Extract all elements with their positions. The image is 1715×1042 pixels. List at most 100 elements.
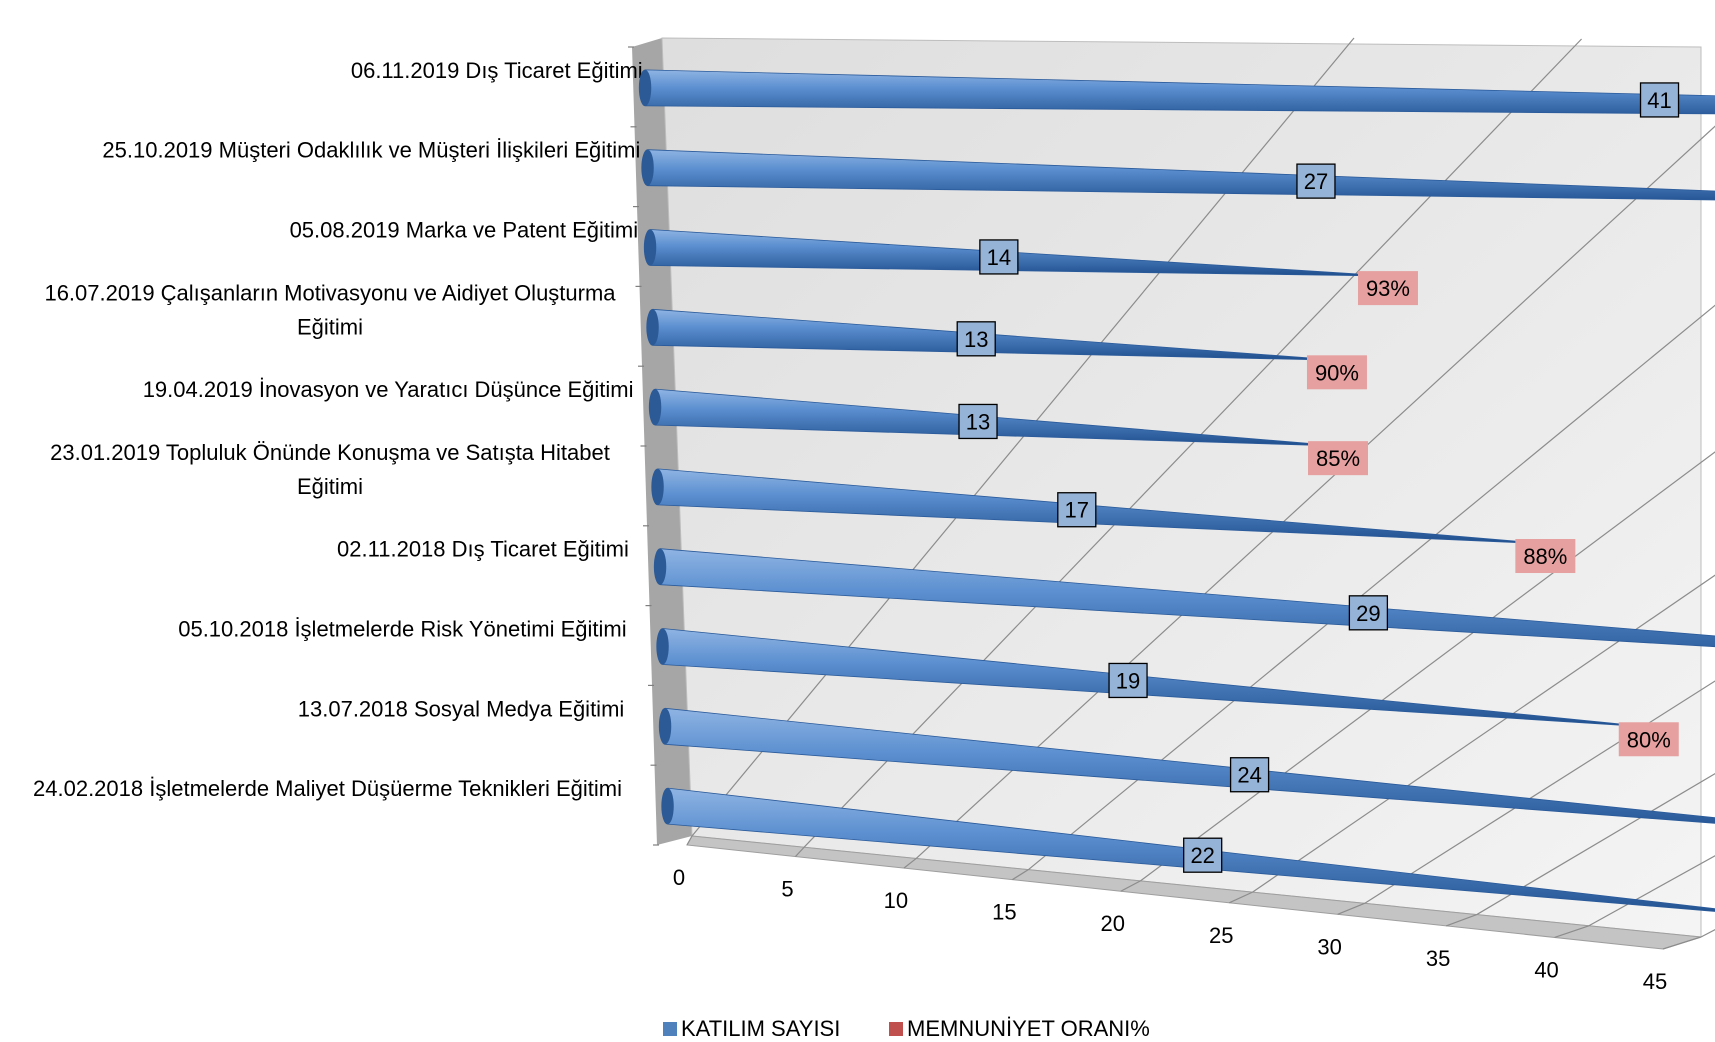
floor-gridline xyxy=(1445,913,1477,927)
gridline xyxy=(803,38,1582,848)
cone-base xyxy=(639,69,652,106)
floor-gridline xyxy=(1012,869,1029,881)
data-label-memnuniyet: 90% xyxy=(1306,355,1367,390)
gridline xyxy=(1364,680,1715,904)
floor-gridline xyxy=(1662,936,1702,950)
data-label-box xyxy=(1639,82,1680,118)
cone-base xyxy=(646,309,659,346)
data-label-memnuniyet: 88% xyxy=(1515,539,1576,574)
data-label-text: 14 xyxy=(987,245,1011,270)
floor-gridline xyxy=(1120,880,1141,892)
category-label: 25.10.2019 Müşteri Odaklılık ve Müşteri … xyxy=(102,138,640,163)
gridline xyxy=(691,37,1355,837)
legend-swatch-katilim xyxy=(663,1022,677,1036)
data-label-box xyxy=(1229,757,1270,793)
data-label-text: 17 xyxy=(1065,498,1089,523)
category-label-line: 05.08.2019 Marka ve Patent Eğitimi xyxy=(290,218,639,243)
data-label-memnuniyet: 85% xyxy=(1308,441,1369,476)
chart-data-labels: 2287%2484%1980%2980%1788%1385%1390%1493%… xyxy=(956,82,1680,873)
category-label-line: 05.10.2018 İşletmelerde Risk Yönetimi Eğ… xyxy=(178,617,626,642)
category-label: 05.10.2018 İşletmelerde Risk Yönetimi Eğ… xyxy=(178,617,626,642)
data-label-katilim: 22 xyxy=(1183,837,1223,873)
category-label-line: 25.10.2019 Müşteri Odaklılık ve Müşteri … xyxy=(102,138,640,163)
gridline xyxy=(1252,574,1715,893)
x-tick-label: 25 xyxy=(1209,923,1233,948)
data-label-box xyxy=(1357,271,1418,306)
y-axis-categories: 24.02.2018 İşletmelerde Maliyet Düşüerme… xyxy=(33,46,659,846)
legend-label-memnuniyet: MEMNUNİYET ORANI% xyxy=(907,1016,1150,1041)
category-label-line: 19.04.2019 İnovasyon ve Yaratıcı Düşünce… xyxy=(143,377,634,402)
data-label-text: 93% xyxy=(1366,276,1410,301)
cone-base xyxy=(641,149,654,186)
x-tick-label: 15 xyxy=(992,900,1016,925)
data-label-box xyxy=(956,321,996,357)
category-label: 06.11.2019 Dış Ticaret Eğitimi xyxy=(351,58,643,83)
category-label-line: 13.07.2018 Sosyal Medya Eğitimi xyxy=(298,696,625,721)
data-label-box xyxy=(1108,662,1148,699)
data-label-text: 41 xyxy=(1647,88,1671,113)
category-label: 19.04.2019 İnovasyon ve Yaratıcı Düşünce… xyxy=(143,377,634,402)
cone-base xyxy=(644,229,657,266)
data-label-box xyxy=(1296,163,1336,199)
data-label-text: 24 xyxy=(1237,763,1261,788)
data-label-text: 13 xyxy=(964,327,988,352)
category-label: 05.08.2019 Marka ve Patent Eğitimi xyxy=(290,218,639,243)
data-label-text: 19 xyxy=(1116,668,1140,693)
floor-gridline xyxy=(903,857,917,869)
category-label-line: 23.01.2019 Topluluk Önünde Konuşma ve Sa… xyxy=(50,440,610,465)
data-label-text: 85% xyxy=(1316,446,1360,471)
cone-base xyxy=(659,708,672,745)
category-label-line: 24.02.2018 İşletmelerde Maliyet Düşüerme… xyxy=(33,776,622,801)
legend-swatch-memnuniyet xyxy=(889,1022,903,1036)
category-label: 02.11.2018 Dış Ticaret Eğitimi xyxy=(337,537,629,562)
category-label-line: 06.11.2019 Dış Ticaret Eğitimi xyxy=(351,58,643,83)
cone-base xyxy=(661,788,674,825)
x-tick-label: 35 xyxy=(1426,946,1450,971)
x-tick-label: 10 xyxy=(884,888,908,913)
gridline xyxy=(1700,928,1715,938)
gridline xyxy=(1140,451,1715,882)
cone-base xyxy=(651,468,664,505)
cone-base xyxy=(649,389,662,426)
data-label-box xyxy=(979,239,1019,275)
category-label-line: Eğitimi xyxy=(297,474,363,499)
data-label-box xyxy=(1618,722,1679,757)
data-label-text: 80% xyxy=(1627,727,1671,752)
data-label-box xyxy=(1515,539,1576,574)
data-label-box xyxy=(1183,837,1223,873)
legend-label-katilim: KATILIM SAYISI xyxy=(681,1016,840,1041)
x-tick-label: 5 xyxy=(781,877,793,902)
data-label-katilim: 29 xyxy=(1348,595,1389,631)
category-label: 23.01.2019 Topluluk Önünde Konuşma ve Sa… xyxy=(50,440,610,499)
data-label-text: 27 xyxy=(1304,169,1328,194)
data-label-box xyxy=(1348,595,1389,631)
x-tick-label: 0 xyxy=(673,865,685,890)
category-label: 16.07.2019 Çalışanların Motivasyonu ve A… xyxy=(44,280,616,339)
floor-gridline xyxy=(1554,925,1590,939)
x-tick-label: 45 xyxy=(1643,969,1667,994)
data-label-box xyxy=(1306,355,1367,390)
x-tick-label: 30 xyxy=(1317,934,1341,959)
data-label-katilim: 27 xyxy=(1296,163,1336,199)
category-label-line: 16.07.2019 Çalışanların Motivasyonu ve A… xyxy=(44,280,616,305)
category-label: 13.07.2018 Sosyal Medya Eğitimi xyxy=(298,696,625,721)
data-label-katilim: 14 xyxy=(979,239,1019,275)
category-label-line: 02.11.2018 Dış Ticaret Eğitimi xyxy=(337,537,629,562)
floor-gridline xyxy=(1228,891,1253,904)
data-label-katilim: 19 xyxy=(1108,662,1148,699)
data-label-katilim: 17 xyxy=(1057,492,1097,528)
data-label-text: 22 xyxy=(1190,843,1214,868)
cone-base xyxy=(656,628,669,665)
x-axis-ticks: 0 5 10 15 20 25 30 35 40 45 xyxy=(673,865,1667,994)
category-label-line: Eğitimi xyxy=(297,314,363,339)
floor-gridline xyxy=(1337,902,1365,915)
cone-base xyxy=(654,548,667,585)
data-label-text: 88% xyxy=(1523,544,1567,569)
data-label-memnuniyet: 80% xyxy=(1618,722,1679,757)
data-label-katilim: 13 xyxy=(956,321,996,357)
data-label-katilim: 24 xyxy=(1229,757,1270,793)
data-label-box xyxy=(1057,492,1097,528)
data-label-box xyxy=(1308,441,1369,476)
data-label-box xyxy=(958,403,998,440)
